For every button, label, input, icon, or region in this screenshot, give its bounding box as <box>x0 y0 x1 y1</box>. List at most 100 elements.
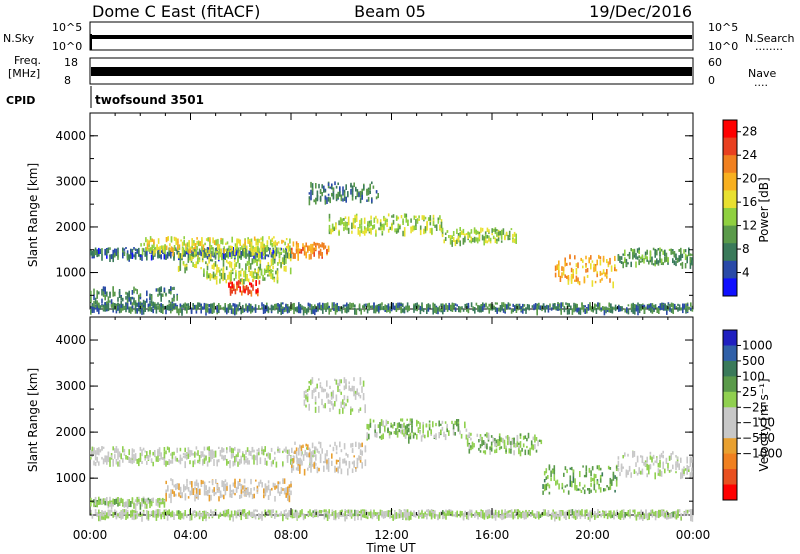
data-cell <box>218 303 220 310</box>
data-cell <box>203 454 206 459</box>
data-cell <box>220 268 223 271</box>
data-cell <box>361 188 363 193</box>
data-cell <box>394 510 396 513</box>
data-cell <box>181 309 183 316</box>
data-cell <box>303 390 306 398</box>
data-cell <box>102 498 105 502</box>
data-cell <box>374 432 376 438</box>
data-cell <box>150 299 153 307</box>
data-cell <box>670 308 673 313</box>
data-cell <box>531 510 534 516</box>
data-cell <box>304 452 306 456</box>
data-cell <box>317 511 319 517</box>
data-cell <box>149 514 151 517</box>
nave-dots: .... <box>754 76 768 89</box>
data-cell <box>343 385 346 391</box>
data-cell <box>504 509 506 516</box>
data-cell <box>329 186 331 189</box>
data-cell <box>675 471 677 474</box>
data-cell <box>338 408 341 415</box>
data-cell <box>203 268 205 274</box>
data-cell <box>253 449 255 453</box>
data-cell <box>331 453 333 459</box>
data-cell <box>197 254 199 259</box>
data-cell <box>282 480 284 484</box>
data-cell <box>590 482 592 487</box>
data-cell <box>645 306 647 310</box>
data-cell <box>495 440 498 447</box>
data-cell <box>331 183 333 187</box>
data-cell <box>567 280 570 285</box>
data-cell <box>261 252 263 260</box>
data-cell <box>543 471 546 476</box>
data-cell <box>338 389 341 393</box>
data-cell <box>246 260 249 266</box>
data-cell <box>147 514 150 520</box>
data-cell <box>224 303 226 310</box>
data-cell <box>203 510 206 514</box>
data-cell <box>285 238 288 241</box>
data-cell <box>342 407 344 414</box>
data-cell <box>373 308 375 314</box>
colorbar-tick-label: 20 <box>742 172 757 186</box>
data-cell <box>405 510 407 516</box>
data-cell <box>131 451 134 459</box>
data-cell <box>323 188 325 193</box>
data-cell <box>600 514 602 518</box>
data-cell <box>494 440 496 447</box>
data-cell <box>235 510 238 517</box>
data-cell <box>645 509 647 516</box>
data-cell <box>641 260 644 263</box>
data-cell <box>219 493 222 499</box>
data-cell <box>288 495 291 503</box>
data-cell <box>177 265 180 272</box>
data-cell <box>331 192 333 197</box>
data-cell <box>654 510 657 517</box>
data-cell <box>282 488 284 491</box>
data-cell <box>149 499 151 504</box>
data-cell <box>414 512 417 518</box>
data-cell <box>171 457 174 464</box>
data-cell <box>351 187 354 192</box>
data-cell <box>689 459 692 463</box>
data-cell <box>471 441 474 445</box>
data-cell <box>112 254 114 258</box>
data-cell <box>215 492 217 495</box>
data-cell <box>270 253 273 257</box>
data-cell <box>435 422 437 427</box>
data-cell <box>457 423 460 431</box>
data-cell <box>118 460 121 467</box>
colorbar-tick-label: 16 <box>742 195 757 209</box>
data-cell <box>150 500 153 505</box>
data-cell <box>301 509 303 515</box>
data-cell <box>593 483 596 491</box>
data-cell <box>158 304 161 308</box>
data-cell <box>275 485 278 489</box>
data-cell <box>94 498 97 506</box>
data-cell <box>675 253 677 261</box>
data-cell <box>244 276 247 282</box>
data-cell <box>441 420 444 424</box>
data-cell <box>281 239 283 244</box>
data-cell <box>176 457 178 462</box>
data-cell <box>395 428 397 435</box>
data-cell <box>327 196 330 202</box>
data-cell <box>329 444 331 447</box>
data-cell <box>192 513 194 516</box>
colorbar-segment <box>723 137 737 156</box>
data-cell <box>402 308 404 313</box>
data-cell <box>648 467 650 475</box>
data-cell <box>209 241 211 247</box>
data-cell <box>619 472 621 477</box>
data-cell <box>456 304 458 307</box>
data-cell <box>271 487 273 491</box>
data-cell <box>247 239 249 244</box>
data-cell <box>104 294 106 301</box>
data-cell <box>209 273 212 280</box>
data-cell <box>309 460 311 464</box>
data-cell <box>192 460 194 468</box>
data-cell <box>187 449 190 455</box>
data-cell <box>133 247 135 250</box>
data-cell <box>571 481 573 488</box>
data-cell <box>454 307 457 311</box>
